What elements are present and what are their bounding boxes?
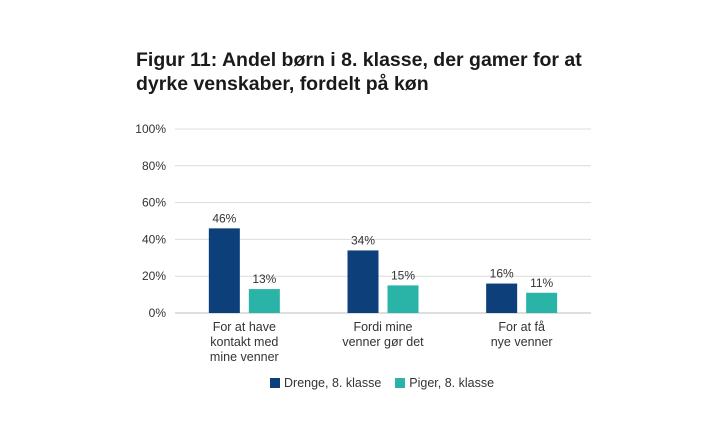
data-label: 11% [530,276,553,290]
bar-boys [208,228,240,313]
bar-girls [248,289,280,313]
chart-title: Figur 11: Andel børn i 8. klasse, der ga… [136,48,606,96]
bar-boys [486,283,518,313]
chart-title-line-1: Figur 11: Andel børn i 8. klasse, der ga… [136,49,582,71]
category-label: Fordi mine [353,320,412,334]
category-label: mine venner [210,350,279,364]
bar-boys [347,250,379,313]
category-label: For at have [213,320,276,334]
category-label: kontakt med [210,335,278,349]
bar-girls [387,285,419,313]
y-tick-label: 80% [142,159,166,173]
legend-label-girls: Piger, 8. klasse [409,376,495,390]
data-label: 15% [391,268,415,282]
chart-title-line-2: dyrke venskaber, fordelt på køn [136,73,429,95]
data-label: 13% [252,272,276,286]
legend-item-girls: Piger, 8. klasse [395,376,494,390]
data-label: 16% [490,267,514,281]
legend-label-boys: Drenge, 8. klasse [284,376,382,390]
y-tick-label: 0% [149,306,167,320]
legend-item-boys: Drenge, 8. klasse [270,376,381,390]
category-label: nye venner [491,335,553,349]
y-tick-label: 100% [135,122,166,136]
bar-girls [526,292,558,313]
legend: Drenge, 8. klasse Piger, 8. klasse [270,375,508,391]
data-label: 34% [351,233,375,247]
data-label: 46% [212,211,236,225]
legend-swatch-boys [270,378,280,388]
category-label: venner gør det [342,335,424,349]
legend-swatch-girls [395,378,406,388]
y-tick-label: 40% [142,232,166,246]
category-label: For at få [498,320,545,334]
y-tick-label: 60% [142,196,166,210]
y-tick-label: 20% [142,269,166,283]
